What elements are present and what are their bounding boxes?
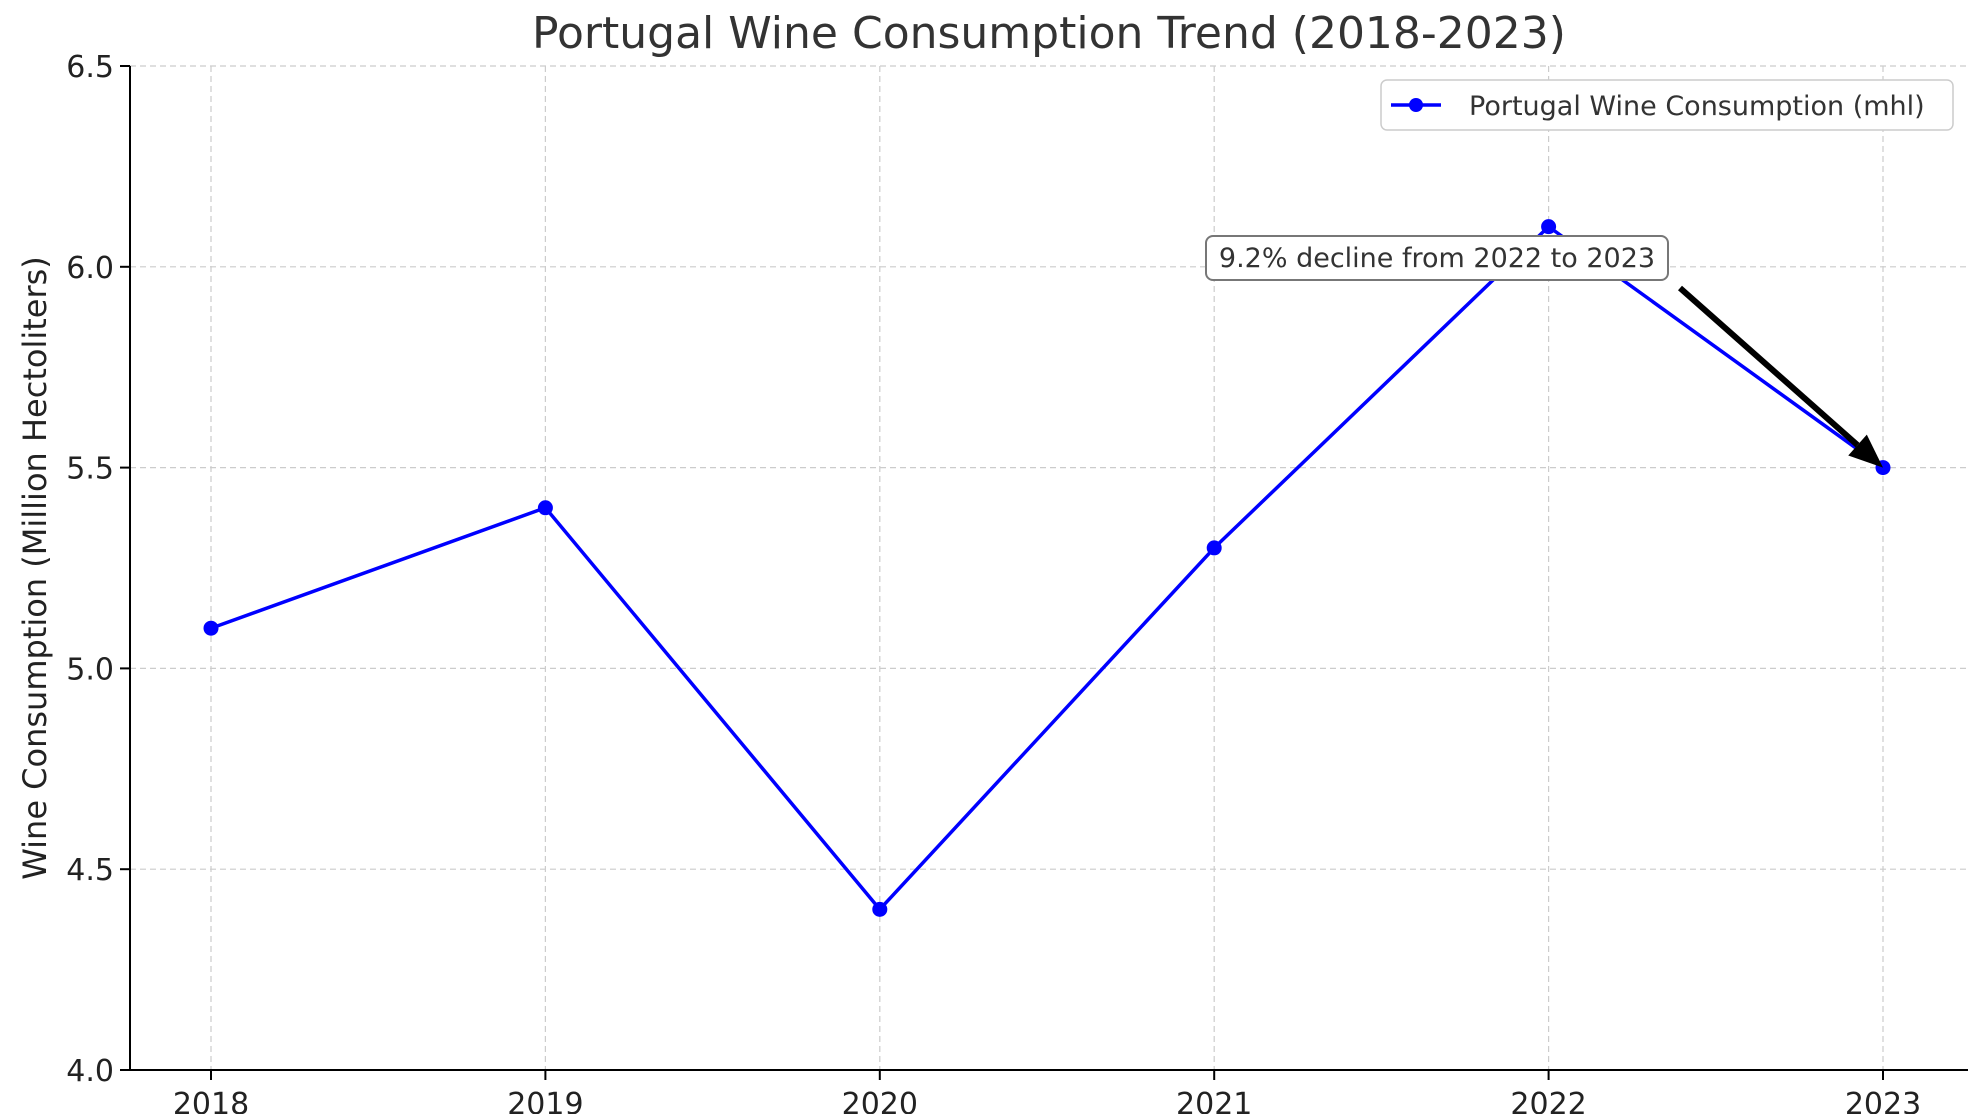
y-tick-label: 5.0: [66, 652, 114, 687]
legend: Portugal Wine Consumption (mhl): [1380, 79, 1954, 131]
annotation-text: 9.2% decline from 2022 to 2023: [1219, 243, 1655, 274]
data-point: [537, 500, 553, 516]
y-axis-label: Wine Consumption (Million Hectoliters): [16, 256, 54, 880]
data-point: [1206, 540, 1222, 556]
y-tick-label: 6.0: [66, 251, 114, 286]
data-point: [1541, 219, 1557, 235]
x-tick-label: 2019: [507, 1087, 583, 1114]
legend-label: Portugal Wine Consumption (mhl): [1469, 91, 1925, 122]
legend-box: [1380, 79, 1954, 131]
annotation-box: [1205, 235, 1669, 281]
annotation-layer: 9.2% decline from 2022 to 2023: [1205, 235, 1883, 468]
annotation-arrow-head: [1848, 434, 1883, 468]
data-point: [872, 901, 888, 917]
tick-layer: 4.0 4.5 5.0 5.5 6.0 6.5 2018 2019 2020 2021 2022 20…: [66, 50, 1921, 1114]
annotation-arrow-shaft: [1678, 285, 1860, 448]
series-layer: [203, 219, 1891, 917]
chart-title: Portugal Wine Consumption Trend (2018-20…: [532, 8, 1566, 59]
y-tick-label: 6.5: [66, 50, 114, 85]
x-tick-label: 2018: [173, 1087, 249, 1114]
legend-point-marker: [1409, 98, 1423, 112]
data-point: [203, 620, 219, 636]
x-tick-label: 2023: [1845, 1087, 1921, 1114]
grid-layer: [130, 65, 1968, 1071]
y-tick-label: 4.0: [66, 1054, 114, 1089]
x-tick-label: 2020: [842, 1087, 918, 1114]
y-tick-label: 5.5: [66, 452, 114, 487]
y-tick-label: 4.5: [66, 853, 114, 888]
x-tick-label: 2022: [1510, 1087, 1586, 1114]
axes-spines: [129, 66, 1968, 1071]
series-line: [210, 224, 1885, 912]
x-tick-label: 2021: [1176, 1087, 1252, 1114]
